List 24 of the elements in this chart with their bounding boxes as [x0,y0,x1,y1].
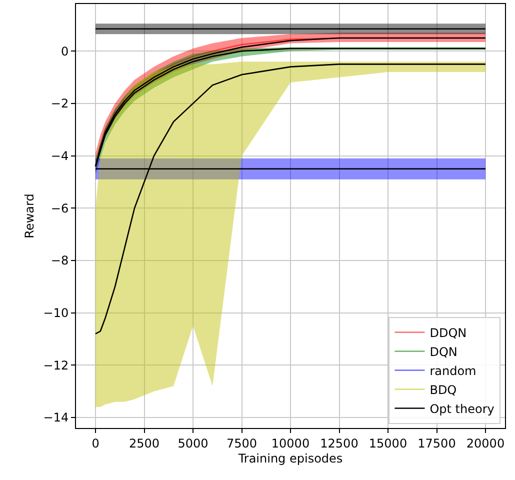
y-tick-label: −8 [50,254,69,268]
x-tick-label: 17500 [418,436,456,450]
x-tick-label: 15000 [368,436,408,450]
y-tick-label: −10 [43,306,69,320]
legend-label: Opt theory [430,402,494,416]
x-tick-label: 7500 [226,436,258,450]
y-tick-label: −4 [50,149,69,163]
x-tick-label: 5000 [178,436,208,450]
y-tick-label: −12 [43,358,69,372]
y-tick-label: −2 [50,96,69,111]
legend-label: DQN [430,344,458,359]
x-tick-label: 12500 [320,436,358,450]
legend-label: random [430,364,476,378]
x-axis-title: Training episodes [237,451,343,466]
x-tick-label: 0 [92,436,100,450]
y-axis-title: Reward [22,194,37,238]
x-tick-label: 10000 [271,436,310,450]
x-tick-label: 2500 [128,436,160,450]
legend-label: DDQN [430,326,467,340]
y-tick-label: −14 [43,410,69,425]
y-tick-label: −6 [50,201,69,216]
y-tick-label: 0 [60,44,69,58]
x-tick-label: 20000 [466,436,505,450]
legend-label: BDQ [430,382,457,397]
